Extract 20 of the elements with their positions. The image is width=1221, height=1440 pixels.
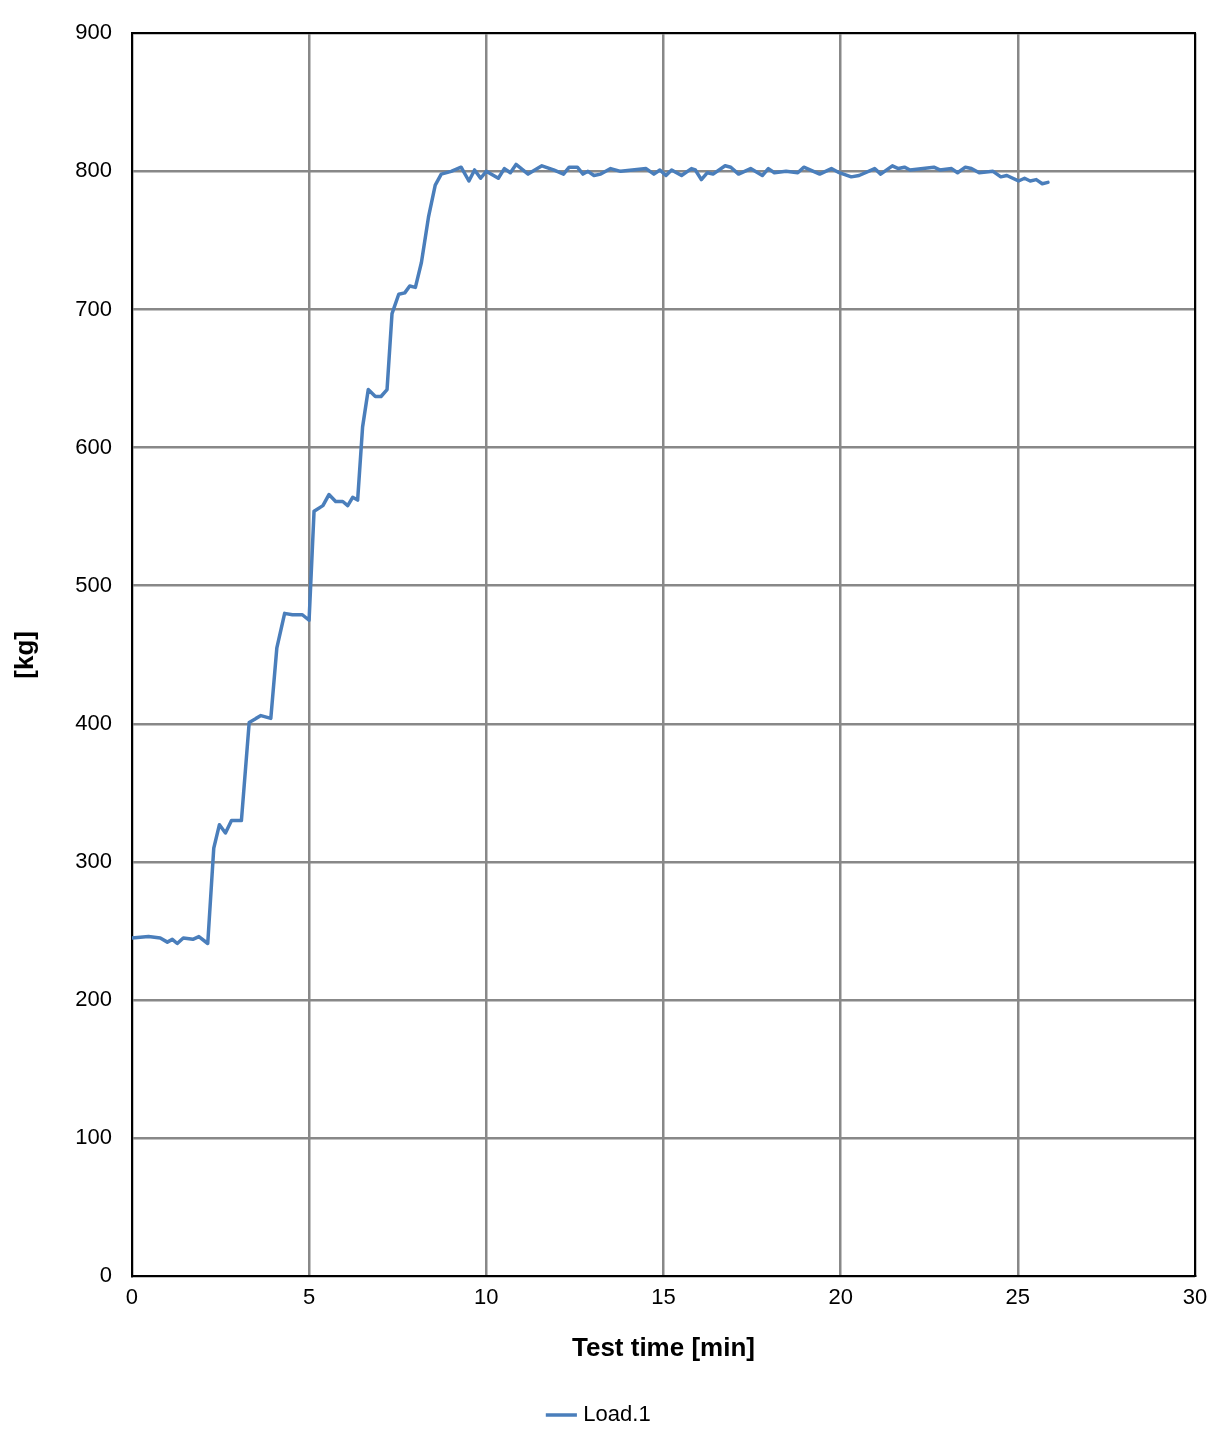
x-tick-label: 0 <box>125 1283 139 1309</box>
x-tick-label: 10 <box>474 1283 499 1309</box>
y-tick-label: 800 <box>75 157 112 183</box>
y-tick-label: 500 <box>75 571 112 597</box>
x-tick-label: 5 <box>302 1283 316 1309</box>
legend-label: Load.1 <box>583 1401 651 1427</box>
x-axis-title: Test time [min] <box>571 1331 755 1362</box>
x-tick-label: 15 <box>651 1283 676 1309</box>
y-tick-label: 100 <box>75 1124 112 1150</box>
y-tick-label: 700 <box>75 295 112 321</box>
x-tick-label: 30 <box>1182 1283 1208 1309</box>
y-tick-label: 200 <box>75 986 112 1012</box>
y-axis-title: [kg] <box>8 630 39 679</box>
y-tick-label: 300 <box>75 848 112 874</box>
y-tick-label: 400 <box>75 709 112 735</box>
y-tick-label: 0 <box>99 1262 112 1288</box>
y-tick-label: 600 <box>75 433 112 459</box>
x-tick-label: 20 <box>828 1283 853 1309</box>
y-tick-label: 900 <box>75 19 112 45</box>
x-tick-label: 25 <box>1005 1283 1031 1309</box>
